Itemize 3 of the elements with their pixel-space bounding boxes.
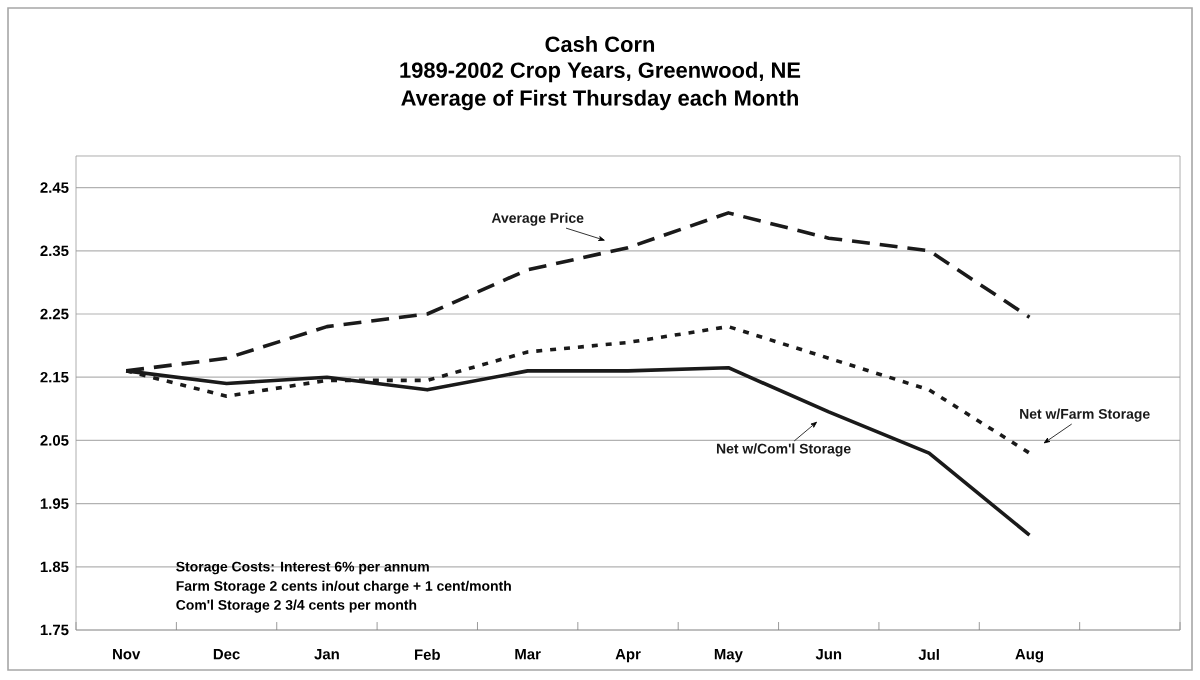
- chart-title: Cash Corn: [545, 35, 655, 53]
- chart-subtitle: 1989-2002 Crop Years, Greenwood, NE: [400, 61, 801, 83]
- text: Average of First Thursday each Month: [401, 89, 798, 111]
